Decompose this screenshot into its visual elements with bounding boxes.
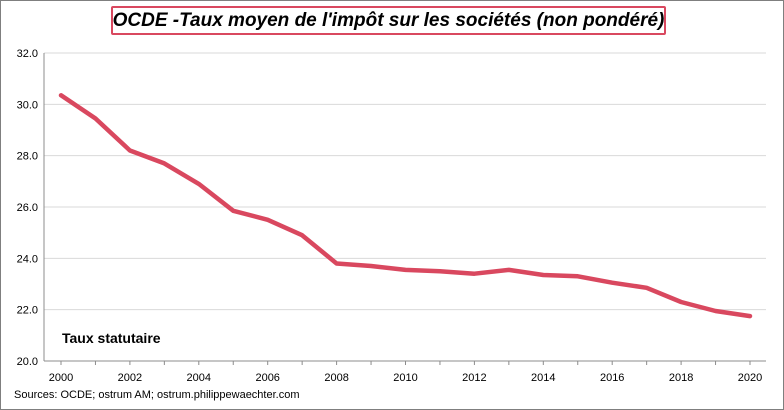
x-tick-label: 2004 [187,372,211,384]
source-note: Sources: OCDE; ostrum AM; ostrum.philipp… [14,389,300,401]
x-tick-label: 2018 [669,372,693,384]
x-axis-ticks: 2000 2002 2004 2006 2008 2010 2012 2014 2016 2018… [49,372,762,384]
series-layer [58,93,753,319]
y-tick-label: 32.0 [17,48,38,60]
chart-annotation: Taux statutaire [62,330,161,346]
axes [43,53,766,365]
chart-title-bold: OCDE - [112,9,180,31]
y-tick-label: 30.0 [17,99,38,111]
x-tick-label: 2010 [393,372,417,384]
y-tick-label: 20.0 [17,356,38,368]
gridlines [44,52,766,311]
x-tick-label: 2008 [324,372,348,384]
x-tick-label: 2012 [462,372,486,384]
y-tick-label: 26.0 [17,202,38,214]
x-tick-label: 2014 [531,372,555,384]
x-tick-label: 2016 [600,372,624,384]
y-axis-ticks: 20.0 22.0 24.0 26.0 28.0 30.0 32.0 [17,48,38,368]
chart-title: OCDE - Taux moyen de l'impôt sur les soc… [111,6,666,35]
chart-title-rest: Taux moyen de l'impôt sur les sociétés (… [179,9,665,31]
x-tick-label: 2020 [738,372,762,384]
y-tick-label: 28.0 [17,151,38,163]
series-line [58,93,753,319]
x-tick-label: 2000 [49,372,73,384]
y-tick-label: 24.0 [17,253,38,265]
x-tick-label: 2006 [255,372,279,384]
y-tick-label: 22.0 [17,305,38,317]
x-tick-label: 2002 [118,372,142,384]
